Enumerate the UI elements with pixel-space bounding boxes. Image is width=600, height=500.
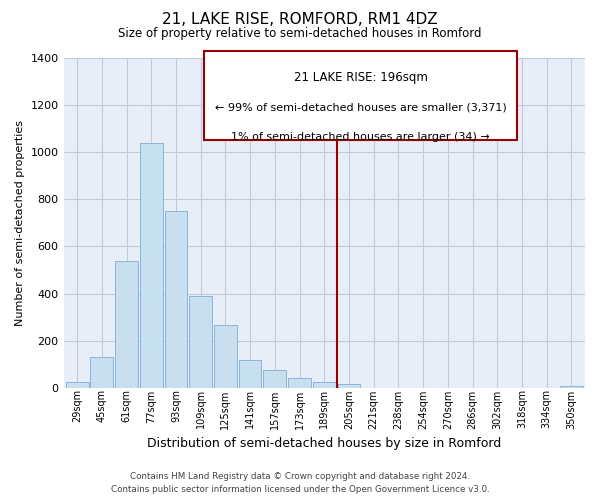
- Bar: [91, 357, 113, 388]
- Bar: [560, 386, 583, 388]
- X-axis label: Distribution of semi-detached houses by size in Romford: Distribution of semi-detached houses by …: [147, 437, 502, 450]
- Bar: [164, 211, 187, 388]
- Bar: [288, 378, 311, 388]
- Text: Contains HM Land Registry data © Crown copyright and database right 2024.
Contai: Contains HM Land Registry data © Crown c…: [110, 472, 490, 494]
- Bar: [140, 142, 163, 388]
- Text: 21, LAKE RISE, ROMFORD, RM1 4DZ: 21, LAKE RISE, ROMFORD, RM1 4DZ: [162, 12, 438, 28]
- Text: 21 LAKE RISE: 196sqm: 21 LAKE RISE: 196sqm: [294, 71, 428, 84]
- Text: 1% of semi-detached houses are larger (34) →: 1% of semi-detached houses are larger (3…: [232, 132, 490, 142]
- Text: ← 99% of semi-detached houses are smaller (3,371): ← 99% of semi-detached houses are smalle…: [215, 102, 506, 113]
- Bar: [338, 384, 361, 388]
- Bar: [66, 382, 89, 388]
- Bar: [239, 360, 262, 388]
- FancyBboxPatch shape: [205, 51, 517, 141]
- Y-axis label: Number of semi-detached properties: Number of semi-detached properties: [15, 120, 25, 326]
- Bar: [190, 296, 212, 388]
- Bar: [214, 326, 237, 388]
- Bar: [263, 370, 286, 388]
- Text: Size of property relative to semi-detached houses in Romford: Size of property relative to semi-detach…: [118, 28, 482, 40]
- Bar: [115, 260, 138, 388]
- Bar: [313, 382, 335, 388]
